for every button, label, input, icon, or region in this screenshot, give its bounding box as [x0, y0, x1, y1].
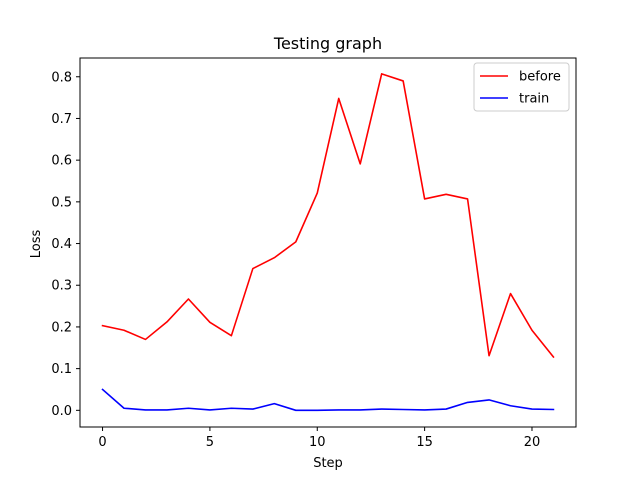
x-tick-label: 10 — [309, 435, 326, 450]
y-tick-label: 0.8 — [51, 70, 72, 85]
y-tick-label: 0.5 — [51, 195, 72, 210]
legend-label-train: train — [519, 92, 549, 107]
y-tick-label: 0.4 — [51, 237, 72, 252]
y-tick-label: 0.0 — [51, 404, 72, 419]
y-tick-label: 0.1 — [51, 362, 72, 377]
y-tick-label: 0.3 — [51, 279, 72, 294]
axes: 0 5 10 15 20 0.0 0.1 0.2 0.3 0.4 0.5 0.6 0.7 0.8 — [51, 57, 577, 450]
legend-box — [473, 62, 570, 112]
series-line-train — [101, 388, 555, 412]
legend-label-before: before — [519, 70, 561, 85]
y-tick-label: 0.7 — [51, 112, 72, 127]
axes-frame — [79, 57, 577, 428]
chart-title: Testing graph — [273, 34, 382, 53]
x-tick-label: 0 — [98, 435, 106, 450]
x-tick-label: 20 — [524, 435, 541, 450]
legend: before train — [473, 62, 570, 112]
series-line-before — [101, 73, 555, 359]
x-axis-label: Step — [313, 456, 343, 471]
y-axis-label: Loss — [29, 230, 44, 259]
x-tick-label: 5 — [206, 435, 214, 450]
y-tick-label: 0.6 — [51, 154, 72, 169]
y-tick-label: 0.2 — [51, 320, 72, 335]
x-tick-label: 15 — [416, 435, 433, 450]
plot-area — [101, 73, 555, 412]
